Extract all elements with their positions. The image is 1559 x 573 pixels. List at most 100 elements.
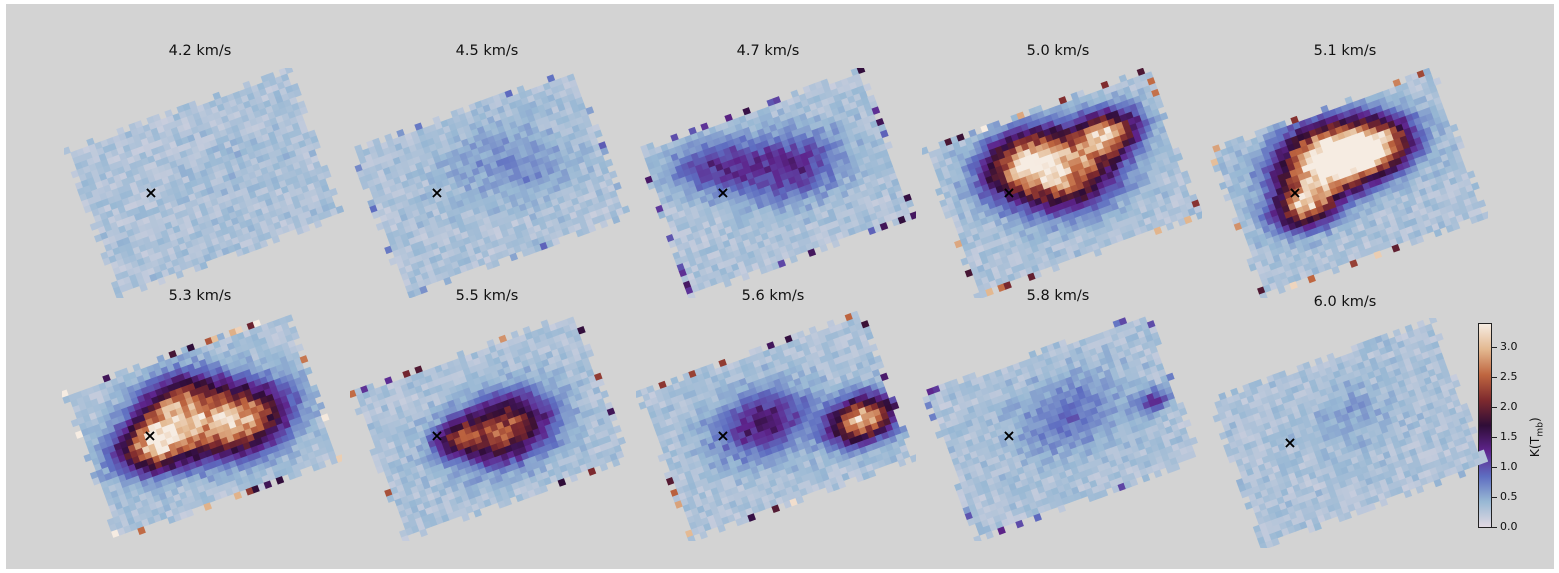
heatmap-cell xyxy=(552,91,562,101)
heatmap-cell xyxy=(777,239,786,249)
heatmap-cell xyxy=(1451,222,1461,231)
heatmap-cell xyxy=(1141,118,1151,128)
heatmap-cell xyxy=(853,112,863,122)
heatmap-cell xyxy=(291,331,300,341)
heatmap-cell xyxy=(736,201,745,211)
colorbar-tick xyxy=(1492,467,1497,468)
heatmap-cell xyxy=(527,153,537,163)
heatmap-cell xyxy=(495,139,504,148)
heatmap-cell xyxy=(688,278,698,287)
heatmap-cell xyxy=(465,169,475,179)
heatmap-cell xyxy=(803,163,813,173)
heatmap-cell xyxy=(1261,185,1270,195)
heatmap-cell xyxy=(537,236,547,245)
heatmap-cell xyxy=(288,169,298,179)
heatmap-cell xyxy=(1349,259,1359,268)
heatmap-cell xyxy=(253,358,262,368)
heatmap-cell xyxy=(1094,214,1104,224)
heatmap-cell xyxy=(289,345,299,355)
heatmap-cell xyxy=(860,169,870,179)
heatmap-cell xyxy=(987,201,997,210)
heatmap-cell xyxy=(990,226,999,236)
heatmap-cell xyxy=(1112,168,1121,178)
heatmap-cell xyxy=(433,267,442,276)
heatmap-cell xyxy=(865,201,874,210)
heatmap-cell xyxy=(510,199,520,209)
heatmap-cell xyxy=(482,104,492,113)
heatmap-cell xyxy=(126,155,136,165)
heatmap-cell xyxy=(503,235,512,244)
heatmap-cell xyxy=(201,155,211,164)
heatmap-cell xyxy=(665,214,675,223)
heatmap-cell xyxy=(869,193,878,202)
heatmap-cell xyxy=(388,257,398,266)
heatmap-cell xyxy=(835,99,844,109)
heatmap-cell xyxy=(1130,162,1139,171)
heatmap-cell xyxy=(249,137,259,147)
heatmap-cell xyxy=(382,166,392,176)
heatmap-cell xyxy=(1377,110,1386,120)
heatmap-cell xyxy=(1135,213,1144,222)
heatmap-cell xyxy=(255,364,265,374)
heatmap-cell xyxy=(702,260,712,269)
heatmap-cell xyxy=(1368,199,1378,209)
heatmap-cell xyxy=(674,257,684,266)
heatmap-cell xyxy=(1118,166,1127,176)
heatmap-cell xyxy=(193,171,203,180)
heatmap-cell xyxy=(707,198,717,208)
heatmap-cell xyxy=(1072,117,1082,126)
heatmap-cell xyxy=(992,232,1001,241)
heatmap-cell xyxy=(703,187,713,196)
heatmap-cell xyxy=(1103,238,1113,247)
heatmap-cell xyxy=(179,189,189,198)
heatmap-cell xyxy=(120,230,129,240)
heatmap-cell xyxy=(600,166,610,176)
heatmap-cell xyxy=(810,201,820,210)
heatmap-cell xyxy=(950,174,960,184)
heatmap-cell xyxy=(242,100,252,110)
heatmap-cell xyxy=(744,225,754,234)
heatmap-cell xyxy=(1305,156,1314,166)
heatmap-cell xyxy=(188,349,198,358)
heatmap-cell xyxy=(1117,127,1127,136)
heatmap-cell xyxy=(436,220,445,229)
heatmap-cell xyxy=(1136,199,1146,209)
heatmap-cell xyxy=(234,345,244,355)
heatmap-cell xyxy=(752,209,761,218)
heatmap-cell xyxy=(543,233,553,243)
heatmap-cell xyxy=(250,333,260,342)
heatmap-cell xyxy=(390,150,400,160)
heatmap-cell xyxy=(254,168,263,178)
heatmap-cell xyxy=(1309,187,1319,197)
heatmap-cell xyxy=(870,139,879,149)
heatmap-cell xyxy=(1100,173,1109,182)
heatmap-cell xyxy=(214,209,224,219)
heatmap-cell xyxy=(680,162,690,172)
heatmap-cell xyxy=(437,186,447,196)
heatmap-cell xyxy=(1288,261,1298,271)
heatmap-cell xyxy=(236,175,245,185)
heatmap-cell xyxy=(1056,110,1066,119)
heatmap-cell xyxy=(731,170,741,180)
heatmap-cell xyxy=(988,260,998,269)
heatmap-cell xyxy=(1113,115,1122,125)
heatmap-cell xyxy=(140,249,150,259)
heatmap-cell xyxy=(216,195,226,205)
heatmap-cell xyxy=(791,148,801,158)
heatmap-cell xyxy=(1431,91,1440,100)
heatmap-cell xyxy=(89,182,98,192)
heatmap-cell xyxy=(498,223,508,233)
heatmap-cell xyxy=(1122,85,1132,95)
heatmap-cell xyxy=(474,120,484,129)
heatmap-cell xyxy=(988,147,998,157)
heatmap-cell xyxy=(607,203,617,213)
heatmap-cell xyxy=(1074,103,1084,112)
heatmap-cell xyxy=(515,138,525,147)
heatmap-cell xyxy=(957,231,967,241)
heatmap-cell xyxy=(1012,139,1022,148)
heatmap-cell xyxy=(115,292,124,298)
heatmap-cell xyxy=(1398,168,1407,178)
heatmap-cell xyxy=(1030,205,1039,214)
heatmap-cell xyxy=(404,152,414,161)
heatmap-cell xyxy=(1014,257,1024,266)
